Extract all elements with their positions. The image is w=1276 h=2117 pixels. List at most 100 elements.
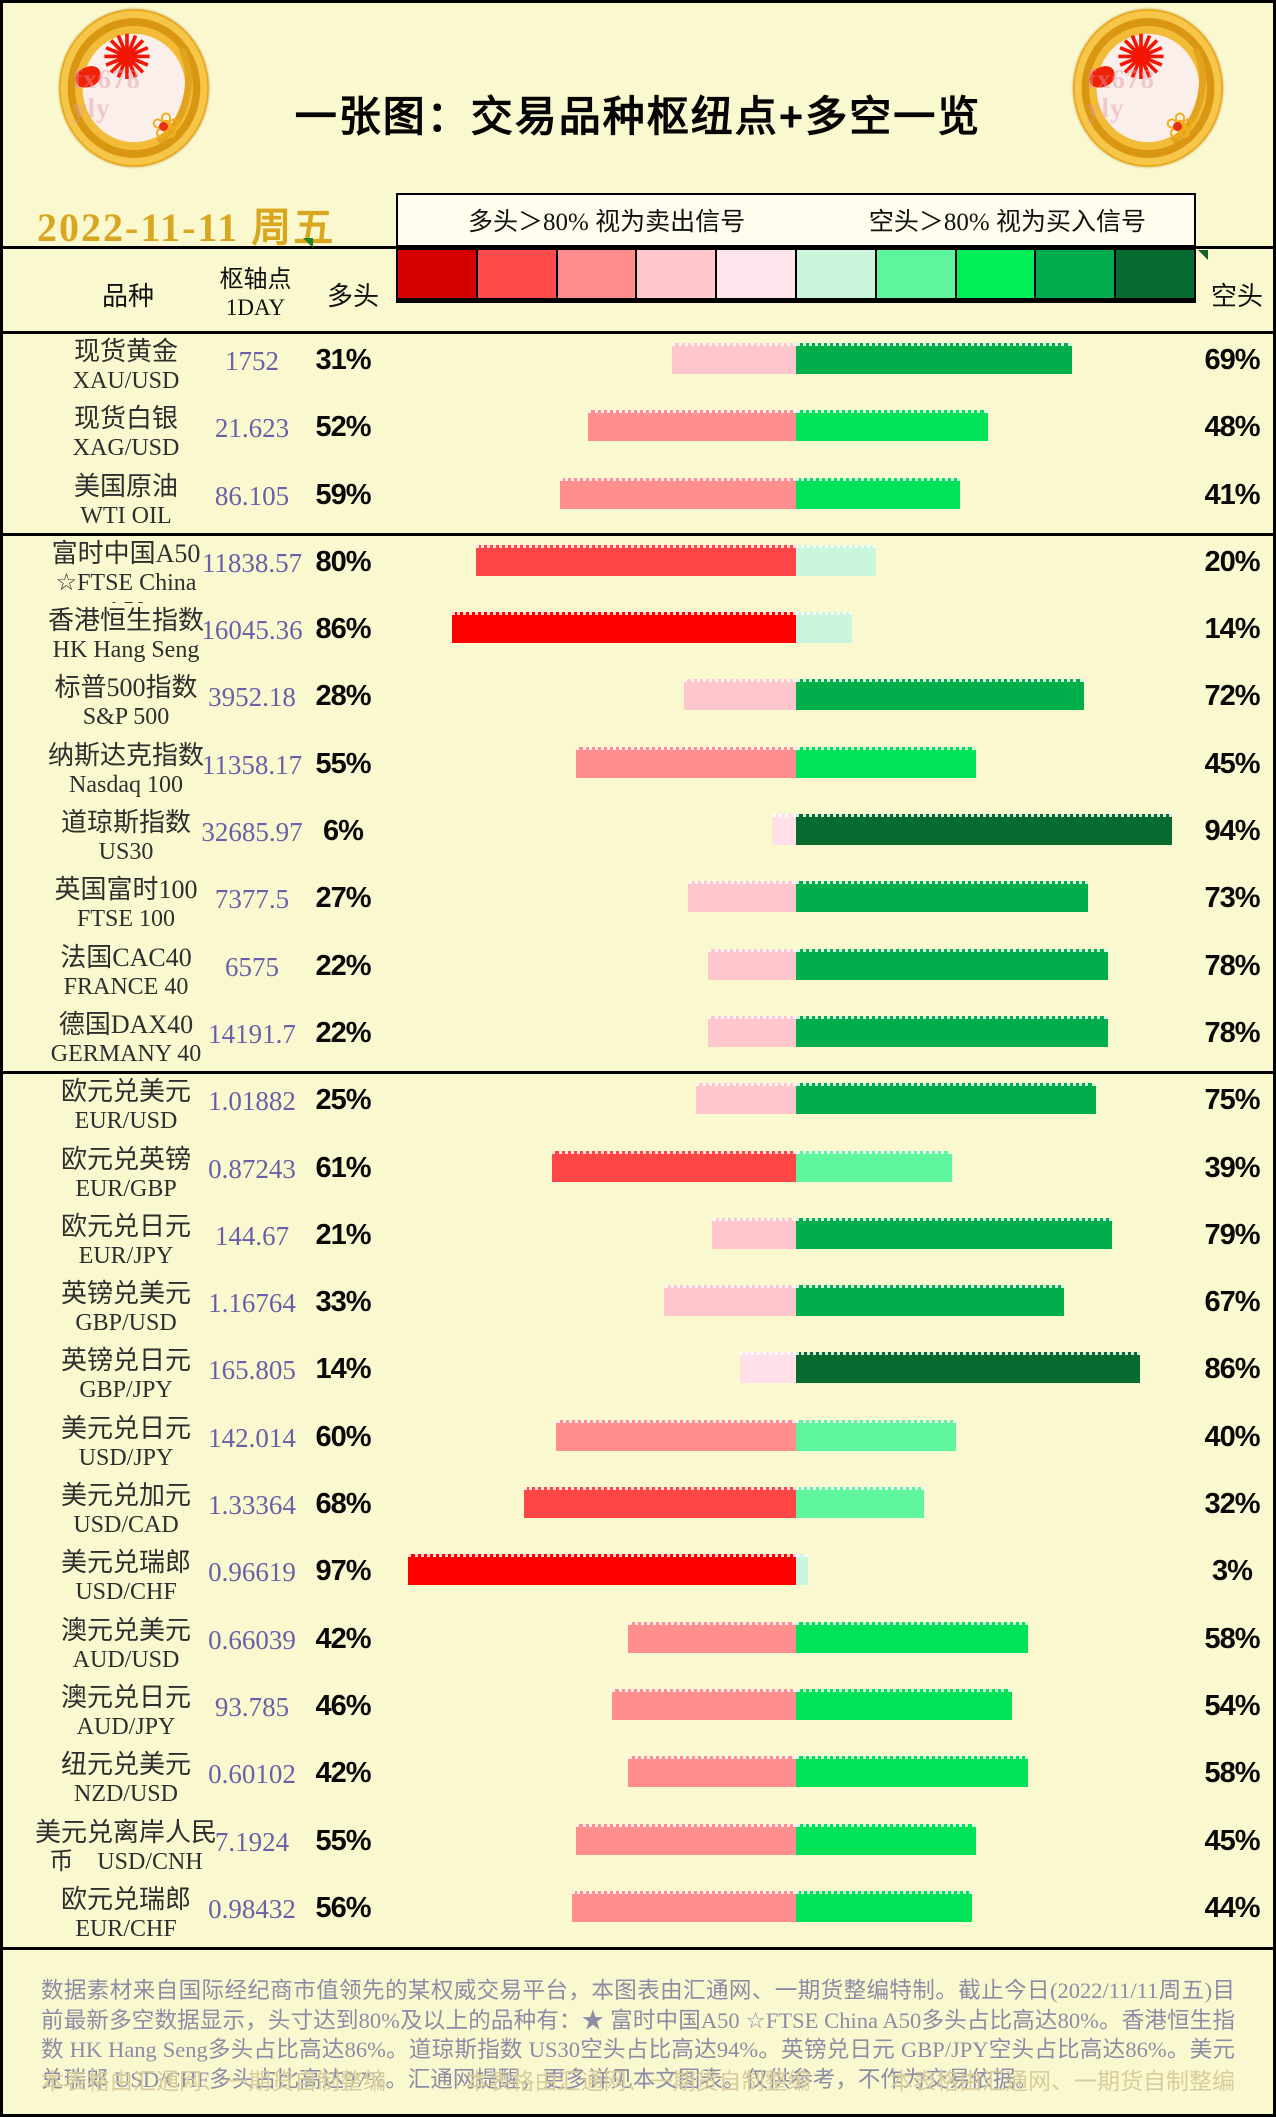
watermark-text: 本表格由汇通网、一期货自制整编 (465, 2069, 811, 2094)
column-header-pivot-period: 1DAY (225, 295, 286, 320)
short-bar (796, 1419, 956, 1451)
table-row: 美元兑加元 USD/CAD 1.33364 68% 32% (3, 1478, 1273, 1545)
long-bar (408, 1554, 796, 1586)
table-header: 品种 枢轴点 1DAY 多头 空头 (3, 238, 1273, 334)
pivot-value: 93.785 (214, 1691, 290, 1722)
long-percent: 55% (315, 1824, 371, 1857)
pivot-value: 32685.97 (201, 817, 303, 848)
instrument-name: 道琼斯指数 US30 (60, 808, 191, 866)
long-percent: 22% (315, 1016, 371, 1049)
scale-swatch (1116, 250, 1194, 298)
long-bar (708, 1015, 796, 1047)
page-title: 一张图：交易品种枢纽点+多空一览 (294, 93, 982, 141)
long-bar (696, 1083, 796, 1115)
pivot-value: 0.87243 (208, 1153, 296, 1184)
pivot-value: 0.66039 (208, 1624, 296, 1655)
long-bar (476, 544, 796, 576)
instrument-name: 标普500指数 S&P 500 (54, 673, 198, 731)
instrument-name: 美国原油 WTI OIL (73, 471, 178, 529)
short-bar (796, 814, 1172, 846)
diverging-bar (396, 1285, 1196, 1317)
table-row: 澳元兑美元 AUD/USD 0.66039 42% 58% (3, 1613, 1273, 1680)
diverging-bar (396, 410, 1196, 442)
long-percent: 86% (315, 613, 371, 646)
long-percent: 55% (315, 747, 371, 780)
table-row: 法国CAC40 FRANCE 40 6575 22% 78% (3, 940, 1273, 1007)
short-bar (796, 1823, 976, 1855)
instrument-name: 英镑兑美元 GBP/USD (60, 1279, 191, 1337)
table-row: 美元兑瑞郎 USD/CHF 0.96619 97% 3% (3, 1545, 1273, 1612)
long-percent: 22% (315, 949, 371, 982)
short-percent: 58% (1204, 1622, 1260, 1655)
diverging-bar (396, 1083, 1196, 1115)
short-percent: 14% (1204, 613, 1260, 646)
instrument-name: 澳元兑日元 AUD/JPY (60, 1682, 191, 1740)
corner-triangle-icon (1198, 250, 1208, 260)
short-percent: 79% (1204, 1218, 1260, 1251)
short-bar (796, 1487, 924, 1519)
instrument-name: 欧元兑日元 EUR/JPY (60, 1211, 191, 1269)
short-percent: 40% (1204, 1420, 1260, 1453)
long-bar (664, 1285, 796, 1317)
diverging-bar (396, 746, 1196, 778)
long-bar (572, 1890, 796, 1922)
diverging-bar (396, 679, 1196, 711)
footer-watermarks: 本表格由汇通网、一期货自制整编 本表格由汇通网、一期货自制整编 本表格由汇通网、… (41, 2062, 1235, 2096)
short-bar (796, 410, 988, 442)
instrument-name: 美元兑瑞郎 USD/CHF (60, 1548, 191, 1606)
long-percent: 14% (315, 1353, 371, 1386)
short-percent: 94% (1204, 815, 1260, 848)
pivot-value: 16045.36 (201, 615, 303, 646)
pivot-value: 1.16764 (208, 1288, 296, 1319)
diverging-bar (396, 1352, 1196, 1384)
pivot-value: 0.96619 (208, 1557, 296, 1588)
scale-swatch (398, 250, 478, 298)
header-area: ✺ ❀ fx678 yly 一张图：交易品种枢纽点+多空一览 ✺ ❀ fx678… (3, 3, 1273, 250)
column-header-short: 空头 (1210, 282, 1263, 311)
short-bar (796, 612, 852, 644)
column-header-instrument: 品种 (101, 282, 154, 311)
scale-swatch (1036, 250, 1117, 298)
color-scale (396, 248, 1196, 303)
short-bar (796, 1621, 1028, 1653)
table-row: 纽元兑美元 NZD/USD 0.60102 42% 58% (3, 1747, 1273, 1814)
logo-watermark: fx678 yly (1087, 64, 1155, 123)
table-row: 香港恒生指数 HK Hang Seng 16045.36 86% 14% (3, 603, 1273, 670)
long-bar (556, 1419, 796, 1451)
short-bar (796, 1352, 1140, 1384)
instrument-name: 欧元兑英镑 EUR/GBP (60, 1144, 191, 1202)
instrument-name: 英国富时100 FTSE 100 (54, 875, 198, 933)
long-percent: 61% (315, 1151, 371, 1184)
instrument-name: 现货黄金 XAU/USD (72, 337, 180, 394)
long-bar (452, 612, 796, 644)
table-row: 英国富时100 FTSE 100 7377.5 27% 73% (3, 872, 1273, 939)
short-percent: 67% (1204, 1286, 1260, 1319)
flower-center-dot (1173, 122, 1182, 131)
long-bar (576, 1823, 796, 1855)
long-percent: 25% (315, 1084, 371, 1117)
long-bar (524, 1487, 796, 1519)
long-percent: 33% (315, 1286, 371, 1319)
pivot-value: 7.1924 (214, 1826, 290, 1857)
diverging-bar (396, 1890, 1196, 1922)
instrument-name: 欧元兑美元 EUR/USD (60, 1077, 191, 1135)
short-percent: 20% (1204, 545, 1260, 578)
diverging-bar (396, 1823, 1196, 1855)
long-bar (772, 814, 796, 846)
long-bar (628, 1621, 796, 1653)
instrument-name: 澳元兑美元 AUD/USD (60, 1615, 191, 1673)
diverging-bar (396, 1015, 1196, 1047)
scale-swatch (637, 250, 718, 298)
short-percent: 75% (1204, 1084, 1260, 1117)
scale-swatch (717, 250, 797, 298)
instrument-name: 欧元兑瑞郎 EUR/CHF (60, 1884, 191, 1942)
watermark-text: 本表格由汇通网、一期货自制整编 (890, 2069, 1235, 2094)
short-bar (796, 1150, 952, 1182)
short-bar (796, 1554, 808, 1586)
watermark-text: 本表格由汇通网、一期货自制整编 (41, 2069, 386, 2094)
short-bar (796, 1083, 1096, 1115)
diverging-bar (396, 1150, 1196, 1182)
long-bar (552, 1150, 796, 1182)
long-percent: 80% (315, 545, 371, 578)
